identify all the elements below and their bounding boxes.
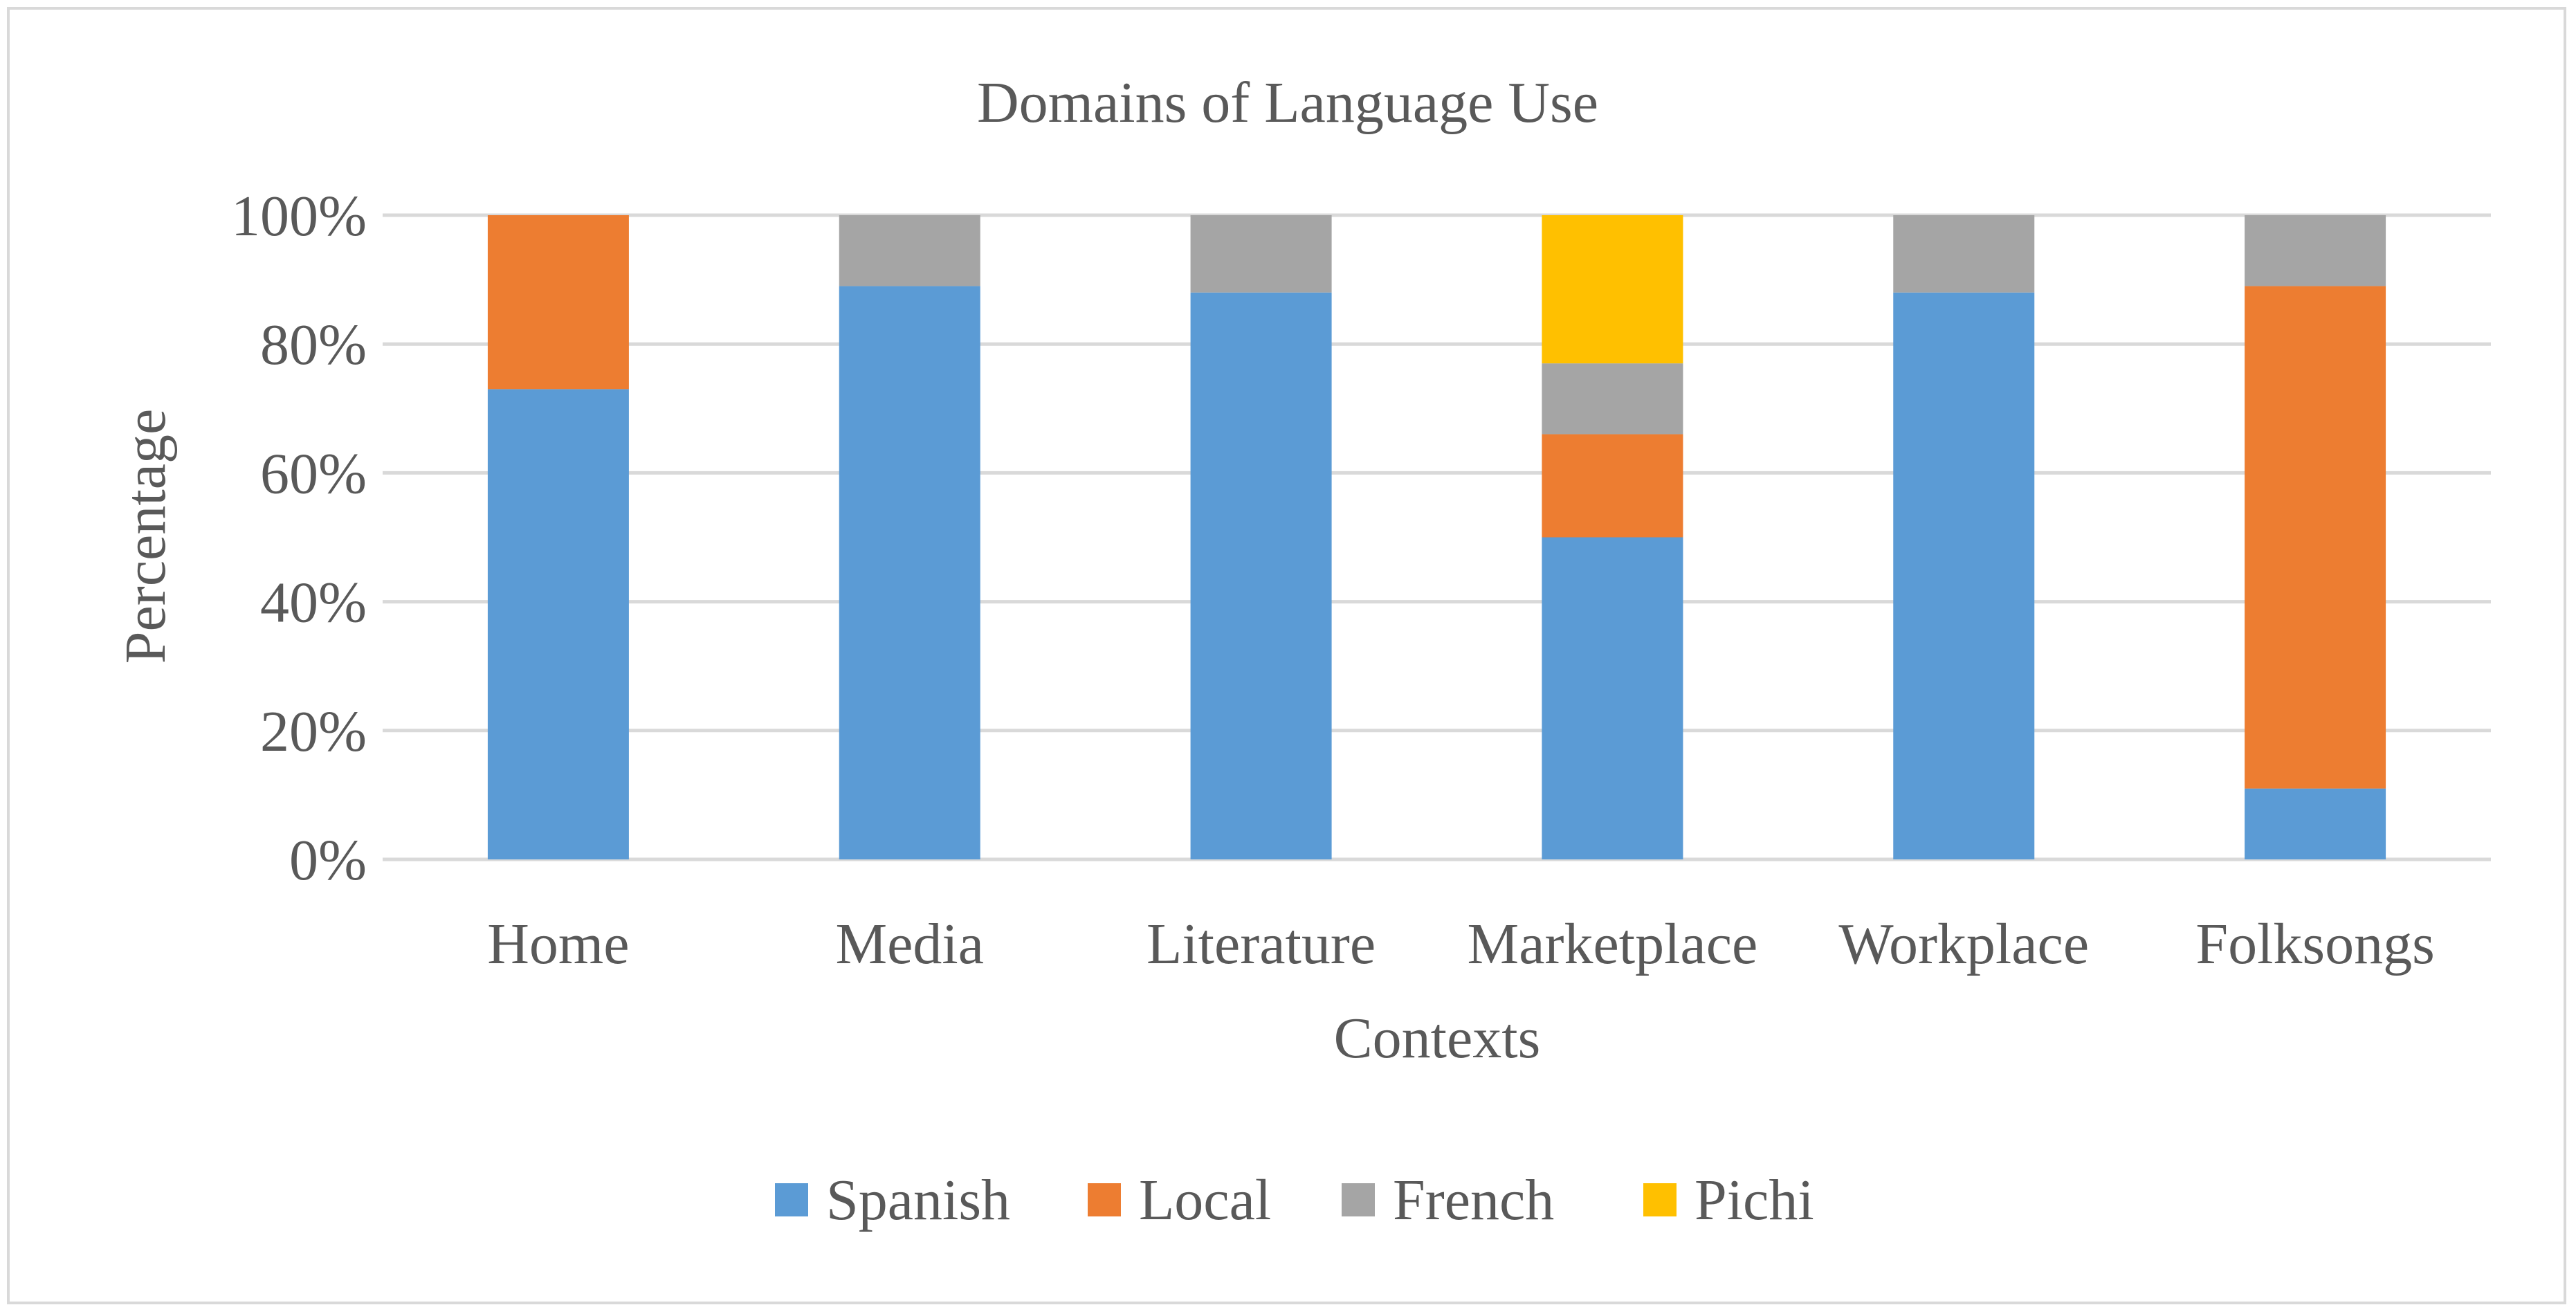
x-axis-title: Contexts <box>1334 1006 1541 1070</box>
legend-swatch-pichi <box>1643 1183 1677 1216</box>
bar-workplace-french <box>1893 215 2035 293</box>
bar-marketplace-spanish <box>1542 537 1683 859</box>
x-tick-label: Folksongs <box>2195 912 2434 976</box>
y-tick-label: 100% <box>231 184 367 248</box>
bar-home-local <box>487 215 629 390</box>
legend-label-local: Local <box>1139 1168 1271 1232</box>
bar-marketplace-local <box>1542 434 1683 538</box>
legend-swatch-local <box>1088 1183 1121 1216</box>
y-tick-label: 20% <box>260 700 367 764</box>
x-tick-label: Marketplace <box>1468 912 1758 976</box>
bar-marketplace-pichi <box>1542 215 1683 364</box>
legend-swatch-spanish <box>775 1183 808 1216</box>
y-tick-label: 0% <box>289 828 367 893</box>
legend-swatch-french <box>1342 1183 1375 1216</box>
bar-folksongs-french <box>2245 215 2386 286</box>
bar-literature-french <box>1190 215 1332 293</box>
bar-marketplace-french <box>1542 363 1683 435</box>
bar-media-spanish <box>839 286 980 859</box>
gridlines <box>383 213 2491 861</box>
x-tick-label: Home <box>487 912 629 976</box>
x-axis-ticks: Home Media Literature Marketplace Workplace F… <box>487 912 2435 976</box>
chart-title: Domains of Language Use <box>977 71 1598 135</box>
bar-media-french <box>839 215 980 286</box>
bar-literature-spanish <box>1190 292 1332 860</box>
bar-folksongs-local <box>2245 286 2386 789</box>
y-tick-label: 60% <box>260 441 367 506</box>
y-tick-label: 80% <box>260 313 367 377</box>
bars <box>487 215 2386 860</box>
x-tick-label: Media <box>835 912 984 976</box>
bar-workplace-spanish <box>1893 292 2035 860</box>
bar-folksongs-spanish <box>2245 788 2386 859</box>
bar-home-spanish <box>487 389 629 859</box>
x-tick-label: Literature <box>1147 912 1376 976</box>
y-tick-label: 40% <box>260 571 367 635</box>
y-axis-ticks: 0% 20% 40% 60% 80% 100% <box>231 184 367 893</box>
legend-label-french: French <box>1393 1168 1554 1232</box>
legend-label-spanish: Spanish <box>826 1168 1010 1232</box>
x-tick-label: Workplace <box>1838 912 2089 976</box>
legend: Spanish Local French Pichi <box>775 1168 1814 1232</box>
legend-label-pichi: Pichi <box>1695 1168 1814 1232</box>
y-axis-title: Percentage <box>113 409 178 664</box>
